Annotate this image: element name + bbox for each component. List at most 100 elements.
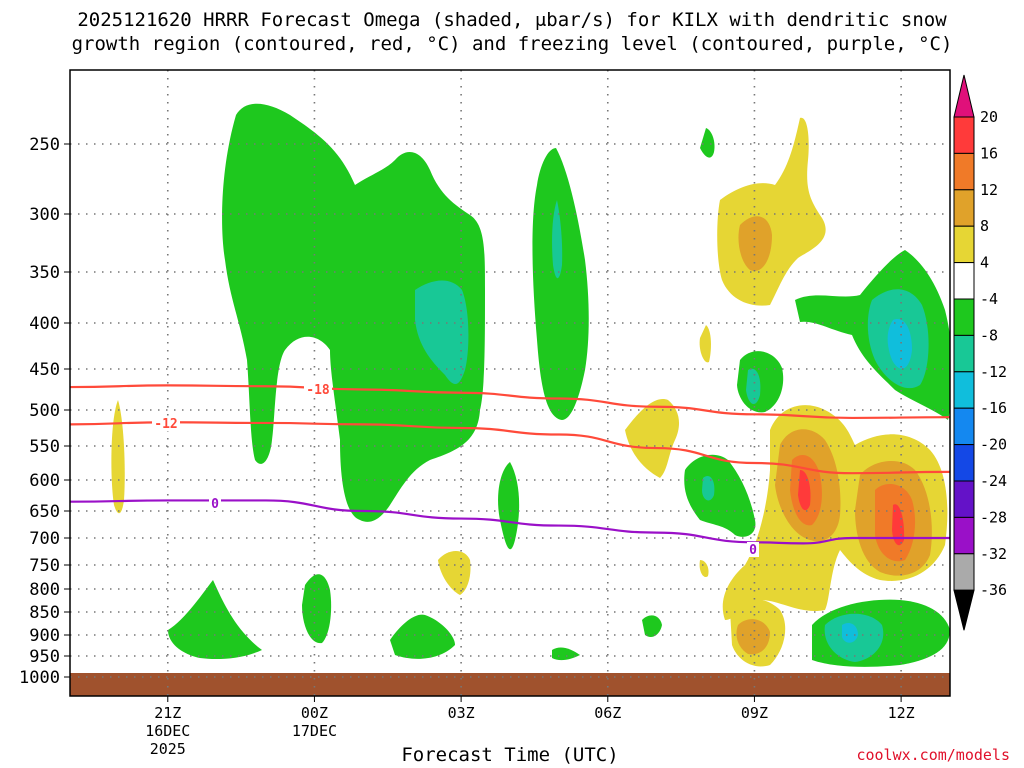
- colorbar-label: -16: [980, 399, 1007, 417]
- colorbar-label: 20: [980, 108, 998, 126]
- colorbar-swatch: [953, 334, 975, 373]
- colorbar-cap-top: [953, 74, 975, 118]
- x-tick-label: 00Z: [301, 704, 328, 722]
- omega-region: [746, 368, 761, 405]
- omega-region: [737, 351, 784, 413]
- colorbar-swatch: [953, 480, 975, 518]
- omega-region: [625, 399, 680, 478]
- y-tick-label: 600: [29, 471, 60, 491]
- colorbar-label: -28: [980, 508, 1007, 526]
- colorbar-swatch: [953, 553, 975, 591]
- contour-label: 0: [749, 543, 757, 558]
- omega-region: [738, 216, 772, 271]
- omega-region: [699, 325, 711, 363]
- omega-region: [111, 400, 125, 514]
- y-tick-label: 350: [29, 263, 60, 283]
- colorbar-label: 8: [980, 217, 989, 235]
- colorbar-swatch: [953, 152, 975, 191]
- colorbar-label: 16: [980, 144, 998, 162]
- terrain-band: [70, 673, 950, 696]
- omega-region: [736, 619, 770, 655]
- colorbar-swatch: [953, 262, 975, 300]
- omega-region: [887, 319, 912, 369]
- omega-region: [438, 551, 471, 595]
- omega-shading: [111, 103, 950, 667]
- y-tick-label: 300: [29, 205, 60, 225]
- colorbar-swatch: [953, 407, 975, 446]
- omega-region: [390, 614, 455, 659]
- y-tick-label: 850: [29, 603, 60, 623]
- x-tick-label: 06Z: [594, 704, 621, 722]
- colorbar-label: 4: [980, 254, 989, 272]
- omega-region: [717, 117, 826, 306]
- contour-label-bg: [152, 416, 180, 431]
- colorbar-cap-bottom: [953, 589, 975, 631]
- contour-label-bg: [747, 542, 759, 557]
- y-tick-label: 750: [29, 556, 60, 576]
- y-tick-label: 950: [29, 647, 60, 667]
- omega-region: [302, 574, 332, 644]
- omega-region: [168, 580, 262, 660]
- omega-region: [642, 615, 662, 637]
- colorbar-label: -24: [980, 472, 1007, 490]
- colorbar-swatch: [953, 225, 975, 264]
- x-axis-title: Forecast Time (UTC): [401, 744, 619, 766]
- y-tick-label: 400: [29, 314, 60, 334]
- omega-region: [700, 128, 715, 158]
- colorbar-label: -8: [980, 326, 998, 344]
- contour-label-bg: [209, 496, 221, 511]
- omega-region: [699, 560, 709, 578]
- omega-region: [842, 623, 858, 643]
- y-axis: 250 300 350 400 450 500 550 600 650 700 750 800 850 9…: [19, 135, 70, 688]
- y-tick-label: 800: [29, 580, 60, 600]
- contour-line-0: [69, 499, 950, 545]
- x-tick-label: 12Z: [888, 704, 915, 722]
- colorbar-swatch: [953, 116, 975, 154]
- colorbar-label: -36: [980, 581, 1007, 599]
- y-tick-label: 900: [29, 626, 60, 646]
- x-tick-label: 21Z: [154, 704, 181, 722]
- x-tick-label: 09Z: [741, 704, 768, 722]
- credit-link[interactable]: coolwx.com/models: [856, 746, 1010, 764]
- omega-region: [552, 647, 580, 661]
- colorbar-swatch: [953, 298, 975, 336]
- colorbar: 20 16 12 8 4 -4 -8 -12 -16 -20 -24 -28 -32 -36: [953, 74, 1007, 631]
- y-tick-label: 500: [29, 401, 60, 421]
- colorbar-label: -12: [980, 363, 1007, 381]
- contour-label: 0: [211, 497, 219, 512]
- chart-title-line2: growth region (contoured, red, °C) and f…: [71, 33, 953, 55]
- colorbar-label: -20: [980, 436, 1007, 454]
- y-tick-label: 1000: [19, 668, 60, 688]
- y-tick-label: 250: [29, 135, 60, 155]
- y-tick-label: 650: [29, 502, 60, 522]
- x-tick-year: 2025: [150, 740, 186, 758]
- contour-label-bg: [304, 382, 332, 397]
- contour-label: -12: [154, 417, 177, 432]
- omega-region: [415, 280, 469, 385]
- contour-line--18: [69, 384, 951, 420]
- colorbar-swatch: [953, 516, 975, 555]
- y-tick-label: 550: [29, 437, 60, 457]
- colorbar-label: -4: [980, 290, 998, 308]
- temperature-contours: -18 -12 0 0: [69, 382, 951, 558]
- colorbar-swatch: [953, 444, 975, 482]
- colorbar-label: -32: [980, 545, 1007, 563]
- omega-region: [552, 200, 563, 279]
- omega-region: [702, 475, 715, 501]
- x-tick-date: 16DEC: [145, 722, 190, 740]
- plot-frame: [69, 69, 951, 697]
- chart-title-line1: 2025121620 HRRR Forecast Omega (shaded, …: [77, 9, 947, 31]
- omega-region: [684, 454, 756, 537]
- y-tick-label: 700: [29, 529, 60, 549]
- contour-line--12: [69, 421, 951, 475]
- omega-region: [498, 462, 520, 550]
- x-tick-label: 03Z: [448, 704, 475, 722]
- y-tick-label: 450: [29, 360, 60, 380]
- colorbar-swatch: [953, 371, 975, 409]
- colorbar-label: 12: [980, 181, 998, 199]
- omega-region: [532, 148, 589, 420]
- x-tick-date: 17DEC: [292, 722, 337, 740]
- omega-region: [222, 103, 485, 522]
